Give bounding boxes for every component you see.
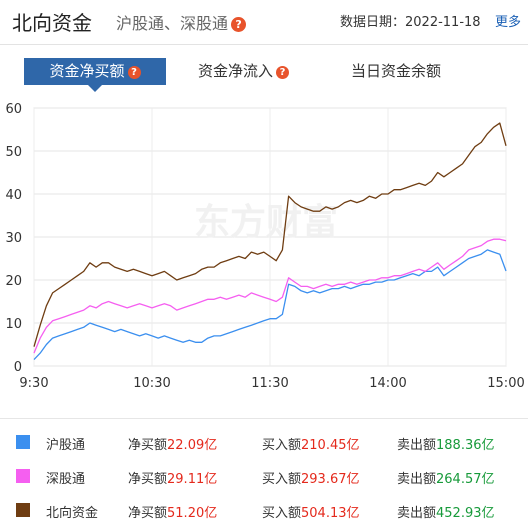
sell-value: 264.57亿 — [436, 472, 495, 487]
series-line-0 — [33, 249, 507, 361]
legend-swatch-north — [16, 503, 30, 517]
legend-sell: 卖出额264.57亿 — [397, 472, 495, 487]
legend-name: 深股通 — [46, 472, 86, 487]
tab-net-inflow-label: 资金净流入 — [198, 62, 274, 80]
buy-value: 293.67亿 — [301, 472, 360, 487]
legend-row-sh: 沪股通 净买额22.09亿 买入额210.45亿 卖出额188.36亿 — [0, 428, 528, 458]
subtitle-text: 沪股通、深股通 — [116, 14, 229, 33]
series-line-2 — [33, 122, 507, 347]
tab-net-buy-label: 资金净买额 — [49, 62, 125, 80]
legend-net-buy: 净买额51.20亿 — [128, 506, 218, 521]
x-tick-label: 9:30 — [19, 376, 48, 391]
legend-buy: 买入额293.67亿 — [262, 472, 360, 487]
sell-value: 188.36亿 — [436, 438, 495, 453]
legend-sell: 卖出额452.93亿 — [397, 506, 495, 521]
x-tick-label: 10:30 — [133, 376, 170, 391]
legend-buy: 买入额504.13亿 — [262, 506, 360, 521]
page-subtitle: 沪股通、深股通? — [116, 10, 247, 34]
more-link[interactable]: 更多 — [495, 15, 522, 30]
legend-name: 沪股通 — [46, 438, 86, 453]
legend-sell: 卖出额188.36亿 — [397, 438, 495, 453]
y-tick-label: 40 — [5, 188, 22, 203]
page-title: 北向资金 — [12, 11, 92, 35]
y-tick-label: 60 — [5, 102, 22, 117]
data-date-label: 数据日期：2022-11-18 — [340, 15, 481, 30]
x-tick-label: 11:30 — [251, 376, 288, 391]
tab-net-inflow[interactable]: 资金净流入? — [198, 58, 290, 85]
tab-net-buy[interactable]: 资金净买额? — [24, 58, 166, 85]
y-tick-label: 0 — [14, 360, 22, 375]
help-icon[interactable]: ? — [127, 66, 141, 79]
active-tab-pointer — [88, 85, 102, 92]
y-tick-label: 30 — [5, 231, 22, 246]
x-tick-label: 15:00 — [487, 376, 524, 391]
net-buy-value: 22.09亿 — [167, 438, 218, 453]
y-tick-label: 20 — [5, 274, 22, 289]
buy-value: 504.13亿 — [301, 506, 360, 521]
tab-daily-balance-label: 当日资金余额 — [351, 62, 442, 80]
legend-swatch-sh — [16, 435, 30, 449]
legend-divider — [0, 418, 528, 419]
chart-grid — [33, 107, 507, 367]
x-tick-label: 14:00 — [369, 376, 406, 391]
legend-row-sz: 深股通 净买额29.11亿 买入额293.67亿 卖出额264.57亿 — [0, 462, 528, 492]
chart-series — [33, 122, 507, 361]
net-buy-value: 29.11亿 — [167, 472, 218, 487]
series-line-1 — [33, 238, 507, 354]
sell-value: 452.93亿 — [436, 506, 495, 521]
legend-net-buy: 净买额29.11亿 — [128, 472, 218, 487]
chart-axes: 0 10 20 30 40 50 60 9:30 10:30 11:30 14:00 15:00 — [5, 102, 524, 391]
y-tick-label: 10 — [5, 317, 22, 332]
net-buy-value: 51.20亿 — [167, 506, 218, 521]
y-tick-label: 50 — [5, 145, 22, 160]
legend-row-north: 北向资金 净买额51.20亿 买入额504.13亿 卖出额452.93亿 — [0, 496, 528, 526]
buy-value: 210.45亿 — [301, 438, 360, 453]
help-icon[interactable]: ? — [276, 66, 290, 79]
help-icon[interactable]: ? — [231, 17, 247, 32]
legend-name: 北向资金 — [46, 506, 99, 521]
northbound-flow-chart: 东方财富 0 10 20 30 40 50 60 9:30 10:30 11:30 14:00 15:… — [5, 102, 524, 391]
legend-net-buy: 净买额22.09亿 — [128, 438, 218, 453]
page-header — [0, 0, 528, 45]
tab-daily-balance[interactable]: 当日资金余额 — [351, 58, 441, 85]
legend-swatch-sz — [16, 469, 30, 483]
legend-buy: 买入额210.45亿 — [262, 438, 360, 453]
watermark-text: 东方财富 — [194, 201, 338, 243]
